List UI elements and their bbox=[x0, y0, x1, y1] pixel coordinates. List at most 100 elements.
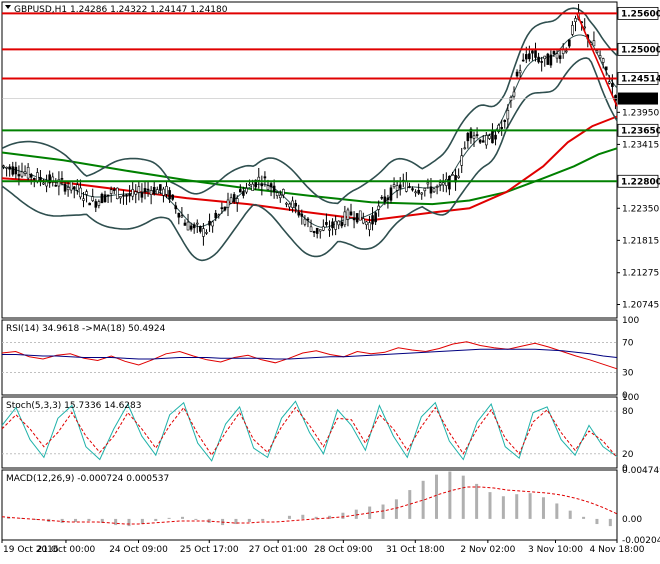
candle-body bbox=[414, 191, 417, 194]
candle-body bbox=[568, 39, 571, 47]
x-tick-label: 24 Oct 09:00 bbox=[109, 545, 168, 555]
candle-body bbox=[352, 217, 356, 221]
rsi-y-tick-label: 70 bbox=[622, 339, 634, 349]
bollinger-upper-band bbox=[1, 7, 618, 205]
candle-body bbox=[23, 171, 27, 174]
candle-body bbox=[79, 187, 82, 198]
candle-body bbox=[186, 221, 190, 231]
candle-body bbox=[423, 188, 427, 192]
candle-body bbox=[604, 66, 608, 71]
candle-body bbox=[614, 95, 617, 101]
macd-y-tick-label: 0.00 bbox=[622, 515, 642, 525]
candle-body bbox=[285, 202, 288, 205]
candle-body bbox=[337, 220, 341, 226]
candle-body bbox=[85, 191, 88, 195]
candle-body bbox=[325, 222, 328, 225]
candle-body bbox=[564, 50, 568, 53]
candle-body bbox=[389, 187, 393, 201]
rsi-title: RSI(14) 34.9618 ->MA(18) 50.4924 bbox=[6, 324, 166, 334]
candle-body bbox=[506, 110, 510, 120]
candle-body bbox=[8, 166, 11, 170]
candle-body bbox=[76, 184, 79, 191]
candle-body bbox=[199, 226, 202, 232]
candle-body bbox=[445, 178, 448, 186]
candle-body bbox=[100, 193, 104, 204]
candle-body bbox=[611, 83, 614, 87]
candle-body bbox=[303, 218, 307, 225]
candle-body bbox=[57, 179, 61, 187]
level-tag bbox=[617, 6, 659, 20]
candle-body bbox=[420, 192, 424, 195]
candle-body bbox=[217, 214, 221, 217]
candle-body bbox=[119, 196, 122, 199]
candle-body bbox=[472, 135, 476, 139]
candle-body bbox=[374, 212, 377, 223]
candle-body bbox=[278, 194, 282, 199]
candle-body bbox=[377, 205, 380, 210]
candle-body bbox=[106, 194, 110, 197]
level-tag-label: 1.25600 bbox=[621, 9, 660, 19]
candle-body bbox=[17, 174, 21, 177]
candle-body bbox=[239, 189, 242, 193]
candle-body bbox=[331, 221, 334, 229]
candle-body bbox=[435, 186, 439, 188]
candle-body bbox=[297, 212, 301, 216]
candle-body bbox=[598, 55, 602, 59]
candle-body bbox=[103, 194, 107, 203]
candle-body bbox=[368, 222, 371, 230]
candle-body bbox=[592, 40, 596, 47]
candle-body bbox=[254, 179, 257, 188]
candle-body bbox=[574, 18, 577, 23]
candle-body bbox=[478, 139, 482, 143]
main-y-tick-label: 1.21275 bbox=[622, 269, 659, 279]
candle-body bbox=[266, 185, 270, 190]
candle-body bbox=[232, 194, 236, 202]
candle-body bbox=[29, 174, 33, 178]
candle-body bbox=[380, 196, 384, 199]
candle-body bbox=[36, 172, 39, 182]
candle-body bbox=[534, 50, 537, 58]
candle-body bbox=[180, 215, 184, 218]
candle-body bbox=[54, 184, 58, 187]
candle-body bbox=[601, 58, 605, 63]
rsi-ma-line bbox=[2, 348, 618, 360]
candle-body bbox=[491, 130, 494, 144]
stoch-signal-line bbox=[1, 406, 618, 458]
candle-body bbox=[429, 186, 433, 194]
candle-body bbox=[72, 186, 76, 190]
candle-body bbox=[245, 188, 248, 193]
candle-body bbox=[448, 175, 451, 190]
stoch-y-tick-label: 20 bbox=[622, 450, 634, 460]
x-tick-label: 19 Oct 2016 bbox=[3, 545, 59, 555]
candle-body bbox=[257, 176, 261, 181]
candle-body bbox=[555, 53, 559, 59]
candle-body bbox=[300, 213, 304, 217]
candle-body bbox=[2, 165, 5, 168]
candle-body bbox=[294, 202, 297, 207]
candle-body bbox=[524, 54, 528, 60]
candle-body bbox=[503, 119, 507, 122]
candle-body bbox=[531, 50, 534, 54]
candle-body bbox=[97, 201, 101, 206]
chart-title-arrow-icon[interactable] bbox=[5, 5, 11, 9]
candle-body bbox=[358, 210, 362, 221]
candle-body bbox=[494, 134, 497, 140]
candle-body bbox=[269, 183, 273, 188]
rsi-line bbox=[1, 341, 618, 370]
candle-body bbox=[226, 199, 230, 208]
x-tick-label: 2 Nov 02:00 bbox=[460, 545, 515, 555]
candle-body bbox=[125, 194, 128, 197]
candle-body bbox=[362, 218, 365, 224]
level-tag-label: 1.24514 bbox=[621, 75, 660, 85]
candle-body bbox=[521, 59, 525, 62]
current-price-tag bbox=[618, 92, 658, 105]
candle-body bbox=[408, 186, 411, 188]
candle-body bbox=[343, 211, 347, 226]
candle-body bbox=[315, 227, 319, 234]
candle-body bbox=[346, 209, 350, 220]
candle-body bbox=[20, 171, 24, 177]
candle-body bbox=[405, 181, 408, 192]
candle-body bbox=[355, 213, 359, 223]
candle-body bbox=[608, 81, 611, 84]
macd-y-tick-label: -0.002049 bbox=[622, 536, 660, 546]
